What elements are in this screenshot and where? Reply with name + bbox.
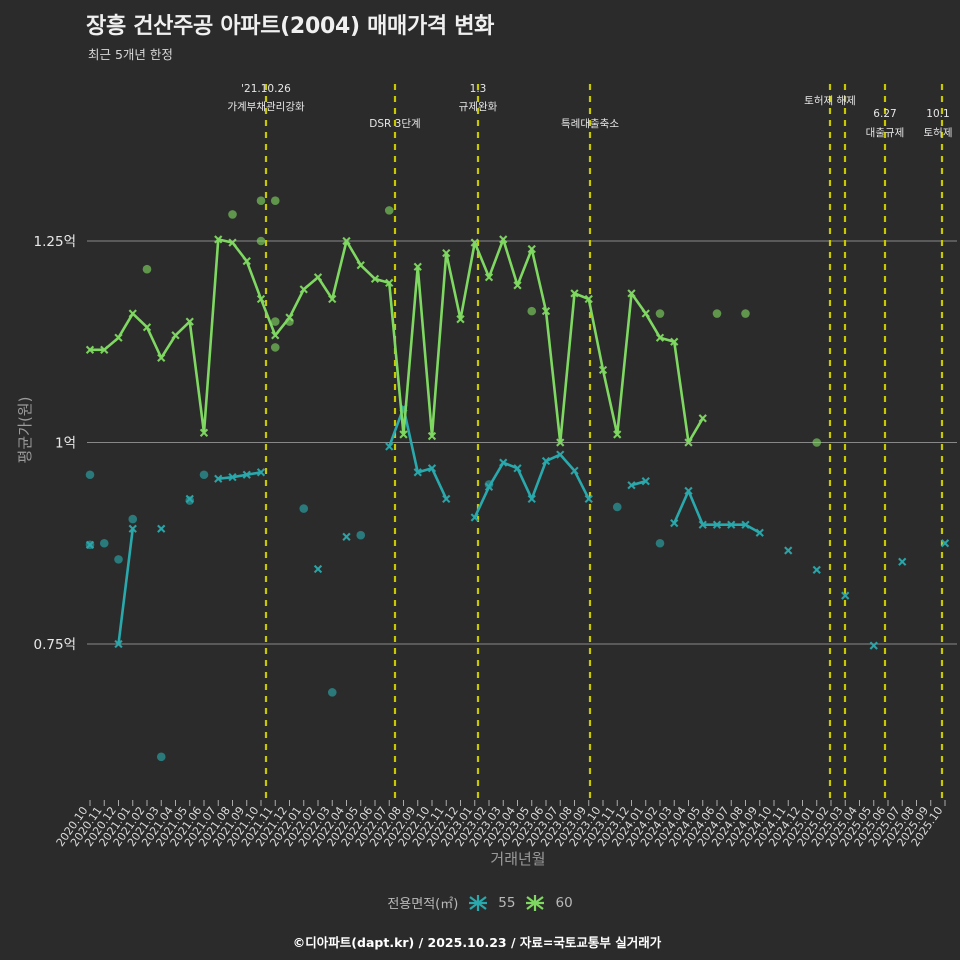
- svg-text:10.1: 10.1: [926, 108, 949, 120]
- svg-text:특례대출축소: 특례대출축소: [561, 118, 619, 130]
- svg-text:DSR 3단계: DSR 3단계: [369, 118, 420, 130]
- legend-marker-60-icon: [526, 894, 545, 911]
- y-axis-ticks: 1.25억 1억 0.75억: [34, 234, 76, 653]
- page-subtitle: 최근 5개년 한정: [88, 47, 173, 62]
- svg-text:대출규제: 대출규제: [866, 127, 905, 139]
- svg-text:1.3: 1.3: [470, 83, 487, 95]
- svg-text:6.27: 6.27: [873, 108, 896, 120]
- svg-text:1.25억: 1.25억: [34, 234, 76, 250]
- x-axis-ticks: 2020.102020.112020.122021.012021.022021.…: [54, 800, 946, 849]
- svg-text:평균가(원): 평균가(원): [16, 397, 34, 464]
- svg-text:토허제 해제: 토허제 해제: [804, 94, 856, 107]
- series-lines: [85, 235, 950, 650]
- page-title: 장흥 건산주공 아파트(2004) 매매가격 변화: [86, 14, 495, 39]
- gridlines: [87, 240, 957, 645]
- axis-titles: 평균가(원) 거래년월: [16, 397, 546, 868]
- footer-credit: ©디아파트(dapt.kr) / 2025.10.23 / 자료=국토교통부 실…: [292, 935, 662, 950]
- legend-marker-55-icon: [469, 894, 488, 911]
- svg-text:'21.10.26: '21.10.26: [241, 83, 291, 95]
- legend-title: 전용면적(㎡): [387, 897, 459, 912]
- legend-label-60: 60: [555, 894, 573, 911]
- svg-text:1억: 1억: [55, 436, 76, 452]
- svg-text:가계부채관리강화: 가계부채관리강화: [227, 101, 305, 113]
- svg-text:토허제: 토허제: [924, 127, 953, 139]
- legend-label-55: 55: [498, 894, 516, 911]
- legend: 전용면적(㎡) 55 60: [0, 893, 960, 912]
- svg-text:거래년월: 거래년월: [490, 850, 545, 868]
- svg-text:0.75억: 0.75억: [34, 637, 76, 653]
- svg-text:규제완화: 규제완화: [459, 100, 498, 113]
